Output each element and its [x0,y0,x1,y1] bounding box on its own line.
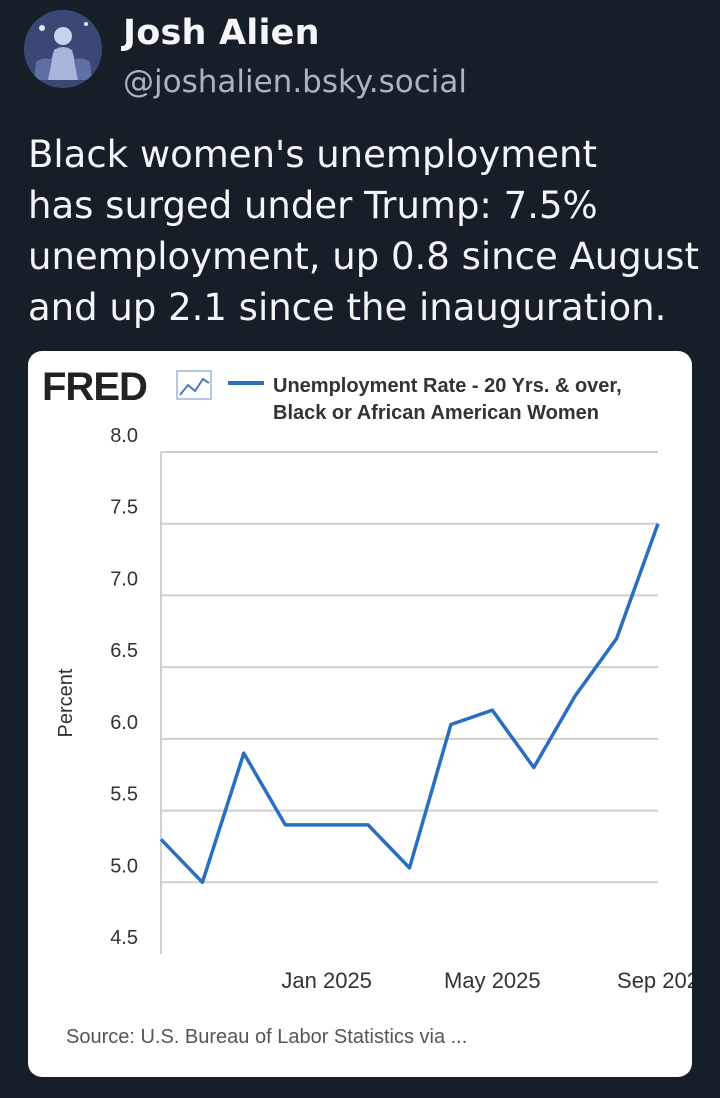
post-text-line: has surged under Trump: 7.5% [28,184,598,227]
post-text-line: unemployment, up 0.8 since August [28,235,699,278]
y-tick-label: 7.5 [110,497,138,519]
y-tick-label: 4.5 [110,927,138,949]
chart-icon [176,370,212,400]
fred-chart: 4.5 5.0 5.5 6.0 6.5 7.0 7.5 8.0 Jan 2025 May 202… [42,365,692,1048]
author-handle[interactable]: @joshalien.bsky.social [123,64,468,100]
avatar-image [24,10,102,88]
y-tick-label: 6.0 [110,712,138,734]
legend-label: Unemployment Rate - 20 Yrs. & over, [273,375,622,397]
chart-source: Source: U.S. Bureau of Labor Statistics … [66,1026,467,1048]
post-text-line: Black women's unemployment [28,133,598,176]
post-text-line: and up 2.1 since the inauguration. [28,286,667,329]
avatar[interactable] [24,10,102,88]
x-tick-labels: Jan 2025 May 2025 Sep 202 [281,968,692,993]
post-text: Black women's unemployment has surged un… [28,129,708,333]
y-tick-label: 5.5 [110,784,138,806]
y-tick-label: 5.0 [110,855,138,877]
gridlines [160,451,658,954]
chart-image-embed[interactable]: 4.5 5.0 5.5 6.0 6.5 7.0 7.5 8.0 Jan 2025 May 202… [28,351,692,1077]
fred-logo: FRED [42,365,147,409]
x-tick-label: May 2025 [444,968,541,993]
author-name[interactable]: Josh Alien [123,13,320,53]
series-line [159,523,660,885]
y-tick-labels: 4.5 5.0 5.5 6.0 6.5 7.0 7.5 8.0 [110,425,138,949]
y-tick-label: 6.5 [110,640,138,662]
y-tick-label: 7.0 [110,568,138,590]
legend-label: Black or African American Women [273,402,599,424]
y-tick-label: 8.0 [110,425,138,447]
y-axis-label: Percent [55,668,77,737]
x-tick-label: Sep 202 [617,968,692,993]
x-tick-label: Jan 2025 [281,968,372,993]
